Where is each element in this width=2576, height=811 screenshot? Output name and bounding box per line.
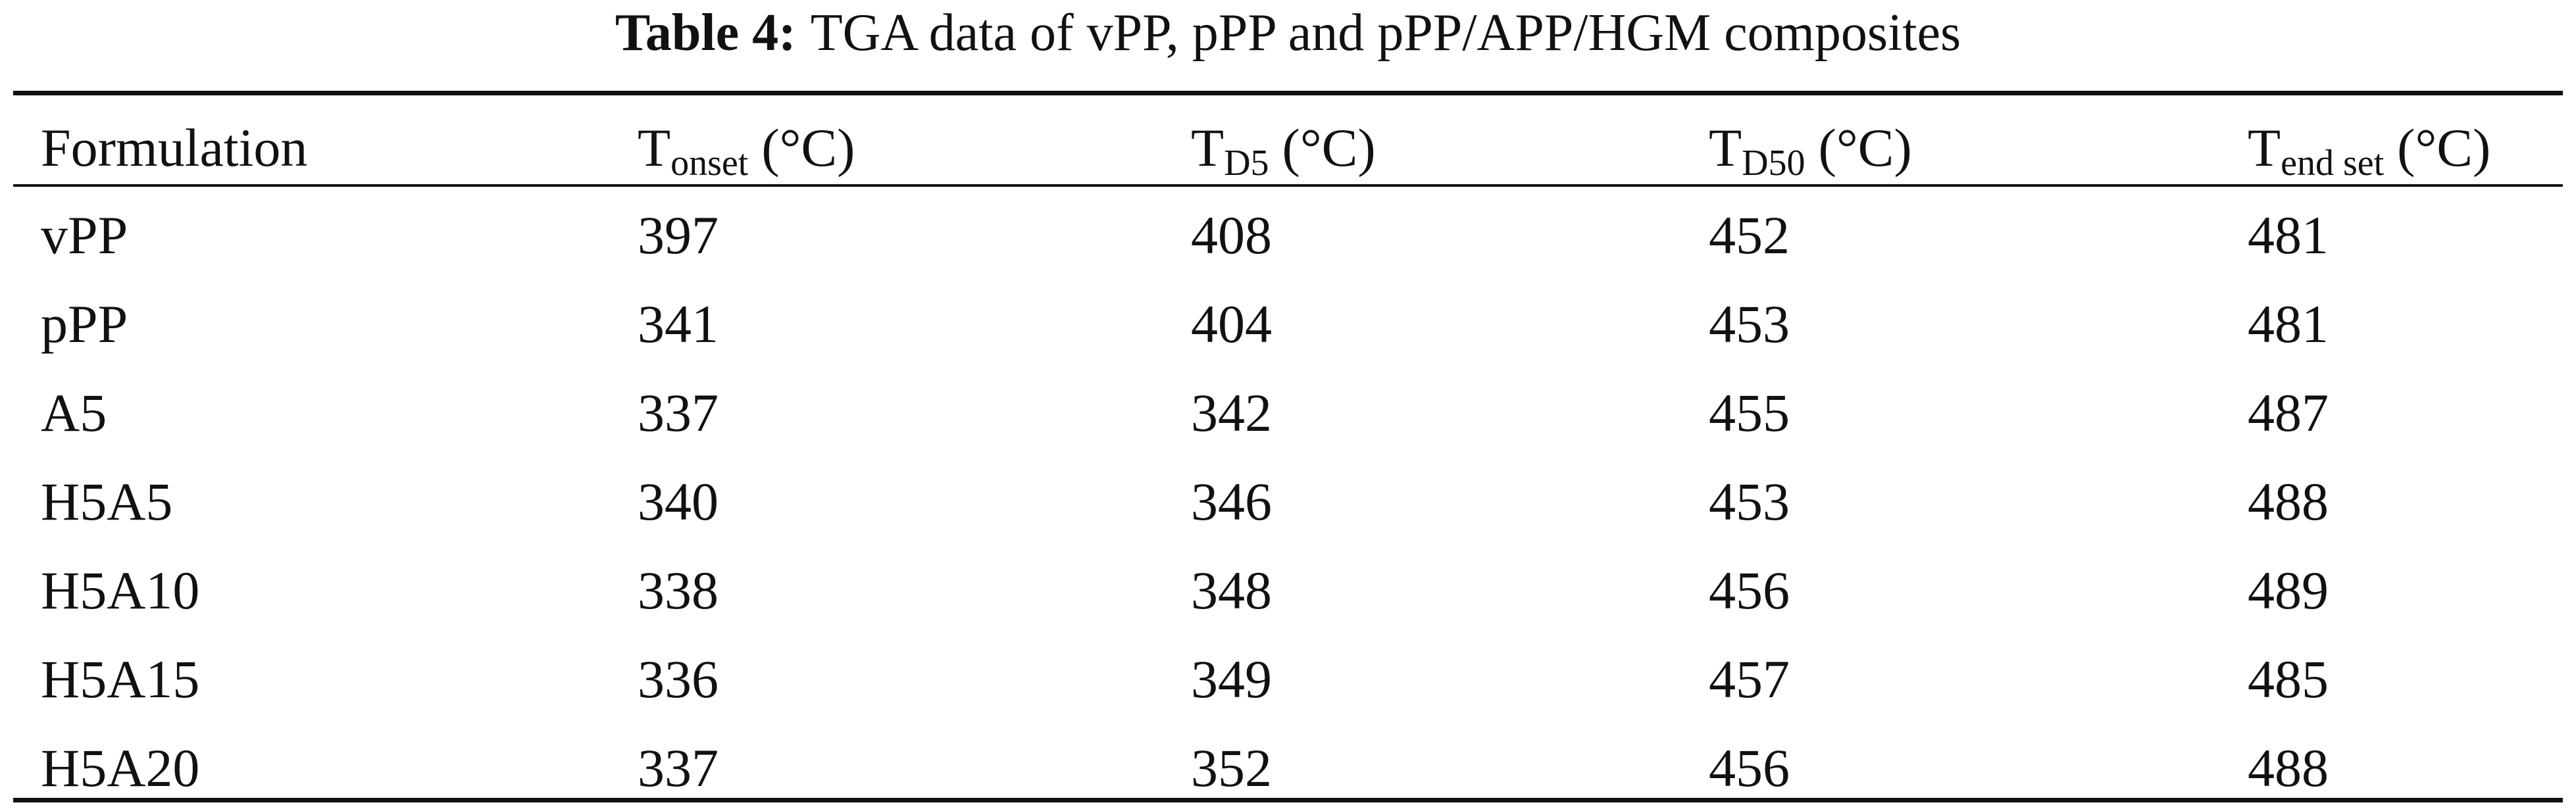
table-cell: 352 xyxy=(1191,738,1272,798)
header-text: T xyxy=(2248,118,2281,178)
table-cell: 456 xyxy=(1709,560,1790,620)
table-label: Table 4: xyxy=(615,4,796,62)
table-cell: 455 xyxy=(1709,383,1790,443)
table-cell: 453 xyxy=(1709,472,1790,531)
header-text: T xyxy=(1709,118,1742,178)
table-cell: 336 xyxy=(638,649,719,709)
table-caption: TGA data of vPP, pPP and pPP/APP/HGM com… xyxy=(810,4,1961,62)
table-cell: 487 xyxy=(2248,383,2329,443)
table-cell: 456 xyxy=(1709,738,1790,798)
header-subscript: D50 xyxy=(1742,143,1806,184)
table-cell: 488 xyxy=(2248,738,2329,798)
table-cell: 489 xyxy=(2248,560,2329,620)
table-cell: 349 xyxy=(1191,649,1272,709)
row-label: H5A5 xyxy=(41,472,173,531)
header-rule xyxy=(13,184,2563,187)
table-cell: 338 xyxy=(638,560,719,620)
row-label: vPP xyxy=(41,205,128,265)
table-cell: 488 xyxy=(2248,472,2329,531)
table-cell: 337 xyxy=(638,383,719,443)
table-title: Table 4: TGA data of vPP, pPP and pPP/APP… xyxy=(0,0,2576,66)
table-cell: 397 xyxy=(638,205,719,265)
table-cell: 481 xyxy=(2248,294,2329,354)
header-cell: Tend set (°C) xyxy=(2248,115,2491,184)
table-cell: 341 xyxy=(638,294,719,354)
table-cell: 342 xyxy=(1191,383,1272,443)
header-cell: TD5 (°C) xyxy=(1191,115,1376,184)
table-cell: 408 xyxy=(1191,205,1272,265)
table-cell: 453 xyxy=(1709,294,1790,354)
table-cell: 452 xyxy=(1709,205,1790,265)
header-unit: (°C) xyxy=(761,118,855,178)
header-unit: (°C) xyxy=(1282,118,1376,178)
row-label: pPP xyxy=(41,294,128,354)
table-cell: 337 xyxy=(638,738,719,798)
header-subscript: D5 xyxy=(1224,143,1269,184)
table-cell: 404 xyxy=(1191,294,1272,354)
table-cell: 346 xyxy=(1191,472,1272,531)
header-unit: (°C) xyxy=(1818,118,1912,178)
header-cell: Tonset (°C) xyxy=(638,115,855,184)
table-cell: 348 xyxy=(1191,560,1272,620)
header-cell: Formulation xyxy=(41,115,307,181)
header-text: T xyxy=(1191,118,1225,178)
header-text: T xyxy=(638,118,671,178)
header-unit: (°C) xyxy=(2397,118,2491,178)
row-label: H5A15 xyxy=(41,649,200,709)
table-cell: 457 xyxy=(1709,649,1790,709)
top-rule xyxy=(13,91,2563,95)
row-label: H5A10 xyxy=(41,560,200,620)
header-subscript: onset xyxy=(670,143,749,184)
bottom-rule xyxy=(13,798,2563,802)
row-label: A5 xyxy=(41,383,107,443)
table-cell: 485 xyxy=(2248,649,2329,709)
table-cell: 481 xyxy=(2248,205,2329,265)
header-cell: TD50 (°C) xyxy=(1709,115,1912,184)
table-cell: 340 xyxy=(638,472,719,531)
header-text: Formulation xyxy=(41,118,308,178)
header-subscript: end set xyxy=(2281,143,2385,184)
row-label: H5A20 xyxy=(41,738,200,798)
